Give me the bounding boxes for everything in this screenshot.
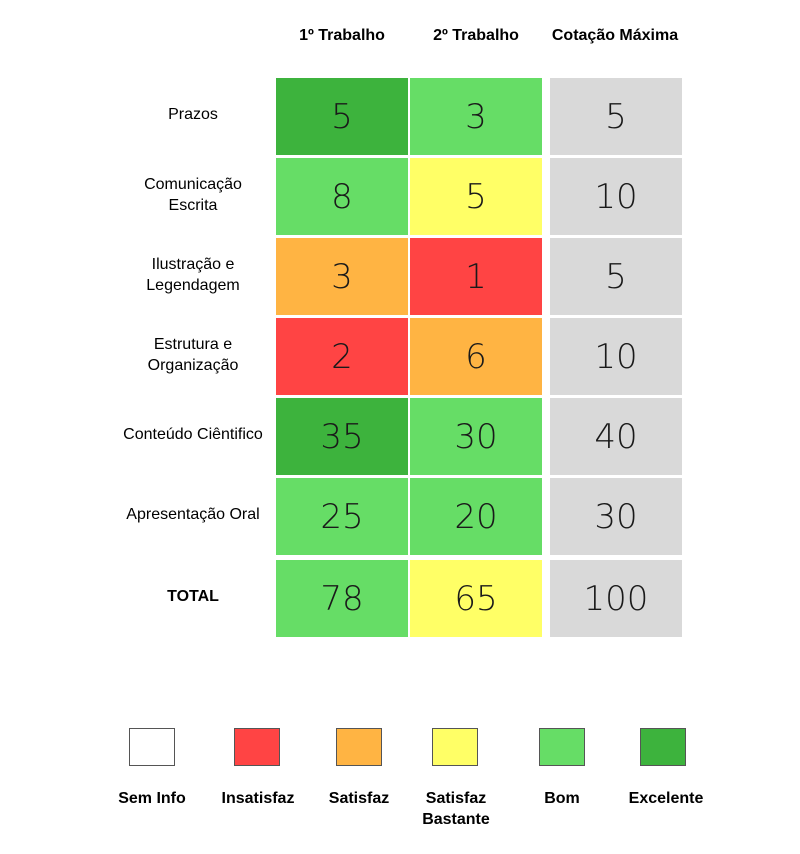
row-label-comunicacao-escrita: Comunicação Escrita	[144, 175, 242, 214]
row-label-estrutura-e-organizacao: Estrutura e Organização	[147, 335, 239, 374]
cell-apresentacao-oral-1-trabalho: 25	[276, 478, 408, 555]
row-label-conteudo-cientifico: Conteúdo Ciêntifico	[123, 426, 263, 443]
row-label-apresentacao-oral: Apresentação Oral	[126, 506, 260, 523]
cell-apresentacao-oral-2-trabalho: 20	[410, 478, 542, 555]
legend-label-satisfaz-bastante: Satisfaz Bastante	[422, 790, 490, 828]
row-label-total: TOTAL	[167, 588, 219, 605]
cell-conteudo-cientifico-2-trabalho: 30	[410, 398, 542, 475]
cell-ilustracao-e-legendagem-cotacao-maxima: 5	[550, 238, 682, 315]
cell-conteudo-cientifico-1-trabalho: 35	[276, 398, 408, 475]
cell-ilustracao-e-legendagem-1-trabalho: 3	[276, 238, 408, 315]
legend-label-insatisfaz: Insatisfaz	[221, 790, 295, 807]
cell-comunicacao-escrita-1-trabalho: 8	[276, 158, 408, 235]
legend-swatch-insatisfaz	[234, 728, 280, 766]
column-header-cotacao-maxima: Cotação Máxima	[551, 27, 679, 44]
cell-apresentacao-oral-cotacao-maxima: 30	[550, 478, 682, 555]
cell-total-1-trabalho: 78	[276, 560, 408, 637]
row-label-prazos: Prazos	[168, 106, 218, 123]
cell-ilustracao-e-legendagem-2-trabalho: 1	[410, 238, 542, 315]
cell-comunicacao-escrita-cotacao-maxima: 10	[550, 158, 682, 235]
column-header-2-trabalho: 2º Trabalho	[433, 27, 519, 44]
cell-estrutura-e-organizacao-2-trabalho: 6	[410, 318, 542, 395]
legend-swatch-excelente	[640, 728, 686, 766]
cell-estrutura-e-organizacao-cotacao-maxima: 10	[550, 318, 682, 395]
legend-label-excelente: Excelente	[628, 790, 704, 807]
cell-total-2-trabalho: 65	[410, 560, 542, 637]
cell-conteudo-cientifico-cotacao-maxima: 40	[550, 398, 682, 475]
cell-comunicacao-escrita-2-trabalho: 5	[410, 158, 542, 235]
legend-swatch-sem-info	[129, 728, 175, 766]
legend-label-sem-info: Sem Info	[118, 790, 186, 807]
cell-total-cotacao-maxima: 100	[550, 560, 682, 637]
cell-prazos-1-trabalho: 5	[276, 78, 408, 155]
legend-label-bom: Bom	[544, 790, 580, 807]
legend-swatch-satisfaz-bastante	[432, 728, 478, 766]
cell-prazos-cotacao-maxima: 5	[550, 78, 682, 155]
column-header-1-trabalho: 1º Trabalho	[299, 27, 385, 44]
cell-estrutura-e-organizacao-1-trabalho: 2	[276, 318, 408, 395]
row-label-ilustracao-e-legendagem: Ilustração e Legendagem	[146, 255, 240, 294]
legend-swatch-bom	[539, 728, 585, 766]
cell-prazos-2-trabalho: 3	[410, 78, 542, 155]
legend-swatch-satisfaz	[336, 728, 382, 766]
legend-label-satisfaz: Satisfaz	[328, 790, 390, 807]
